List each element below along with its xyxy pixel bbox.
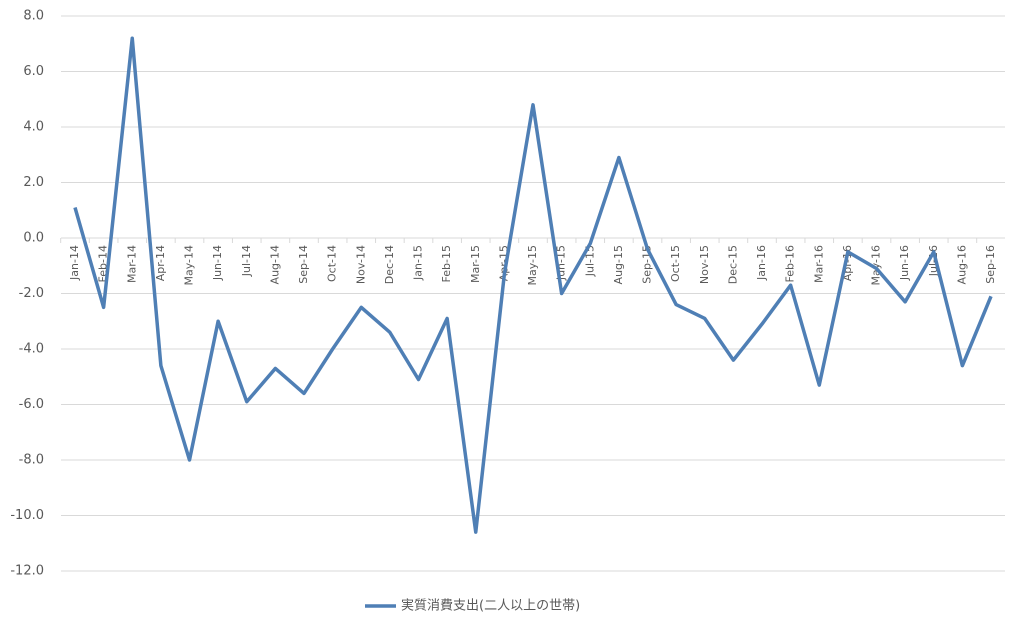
x-tick-label: Jun-14 [211, 245, 224, 281]
y-tick-label: 2.0 [23, 175, 44, 190]
data-line [73, 36, 993, 534]
y-tick-label: -8.0 [19, 453, 44, 468]
x-tick-label: Mar-15 [469, 245, 482, 283]
x-tick-label: Mar-16 [812, 245, 825, 283]
y-tick-label: 4.0 [23, 120, 44, 135]
y-tick-label: -6.0 [19, 397, 44, 412]
x-tick-label: Sep-16 [984, 245, 997, 284]
x-tick-label: Oct-15 [669, 245, 682, 282]
y-tick-label: 8.0 [23, 9, 44, 24]
x-tick-label: Jan-16 [755, 245, 768, 281]
y-tick-label: 0.0 [23, 231, 44, 246]
x-tick-label: Jan-14 [68, 245, 81, 281]
x-tick-label: Oct-14 [326, 245, 339, 282]
x-tick-label: Nov-15 [698, 245, 711, 284]
x-tick-label: May-14 [183, 245, 196, 286]
x-tick-label: Sep-14 [297, 245, 310, 284]
x-tick-label: Dec-15 [726, 245, 739, 284]
y-tick-label: -2.0 [19, 286, 44, 301]
x-tick-label: Feb-16 [784, 245, 797, 282]
x-tick-label: Apr-14 [154, 245, 167, 281]
y-tick-label: -10.0 [10, 508, 44, 523]
legend-label: 実質消費支出(二人以上の世帯) [401, 598, 580, 614]
y-tick-label: -4.0 [19, 342, 44, 357]
x-tick-label: Aug-15 [612, 245, 625, 284]
y-tick-label: 6.0 [23, 64, 44, 79]
x-tick-label: Dec-14 [383, 245, 396, 284]
x-tick-label: Feb-15 [440, 245, 453, 282]
x-tick-label: Jan-15 [412, 245, 425, 281]
x-tick-label: Aug-16 [955, 245, 968, 284]
x-tick-label: Nov-14 [354, 245, 367, 284]
x-tick-label: Jun-16 [898, 245, 911, 281]
x-tick-label: Jul-14 [240, 245, 253, 277]
y-tick-label: -12.0 [10, 564, 44, 579]
x-tick-label: May-15 [526, 245, 539, 286]
x-tick-label: Aug-14 [268, 245, 281, 284]
x-tick-label: Mar-14 [125, 245, 138, 283]
x-tick-label: May-16 [870, 245, 883, 286]
